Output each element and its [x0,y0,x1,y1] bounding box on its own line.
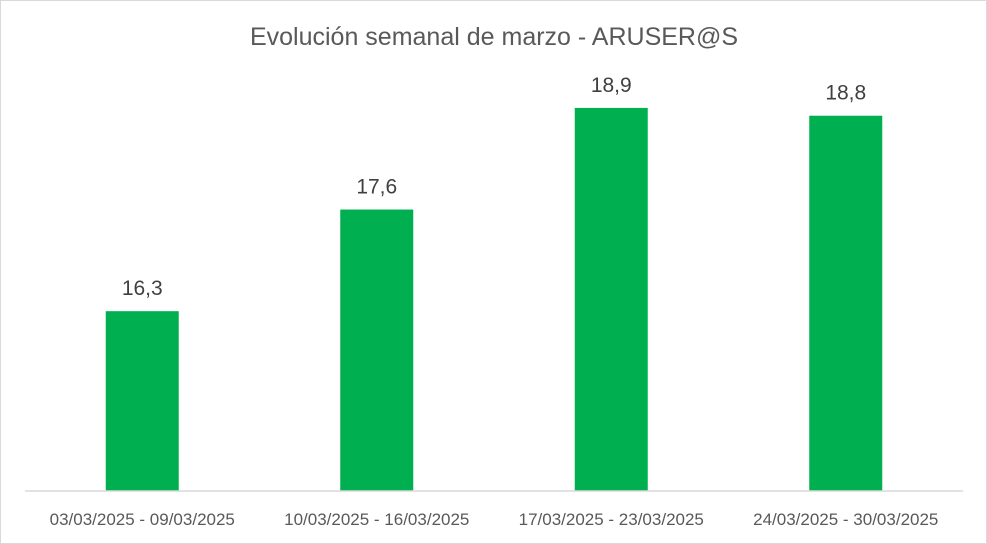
data-label-1: 16,3 [122,277,163,300]
data-label-4: 18,8 [825,82,866,105]
x-tick-label-1: 03/03/2025 - 09/03/2025 [50,510,235,529]
bar-3 [574,107,648,491]
x-tick-label-3: 17/03/2025 - 23/03/2025 [519,510,704,529]
bar-2 [340,209,414,491]
x-tick-label-2: 10/03/2025 - 16/03/2025 [284,510,469,529]
data-label-3: 18,9 [591,74,632,97]
bar-4 [809,115,883,492]
x-tick-label-4: 24/03/2025 - 30/03/2025 [753,510,938,529]
bars-group: 16,3 17,6 18,9 18,8 [105,74,883,492]
data-label-2: 17,6 [356,176,397,199]
x-tick-labels: 03/03/2025 - 09/03/2025 10/03/2025 - 16/0… [50,510,939,529]
chart-title: Evolución semanal de marzo - ARUSER@S [250,23,738,51]
bar-1 [105,311,179,491]
